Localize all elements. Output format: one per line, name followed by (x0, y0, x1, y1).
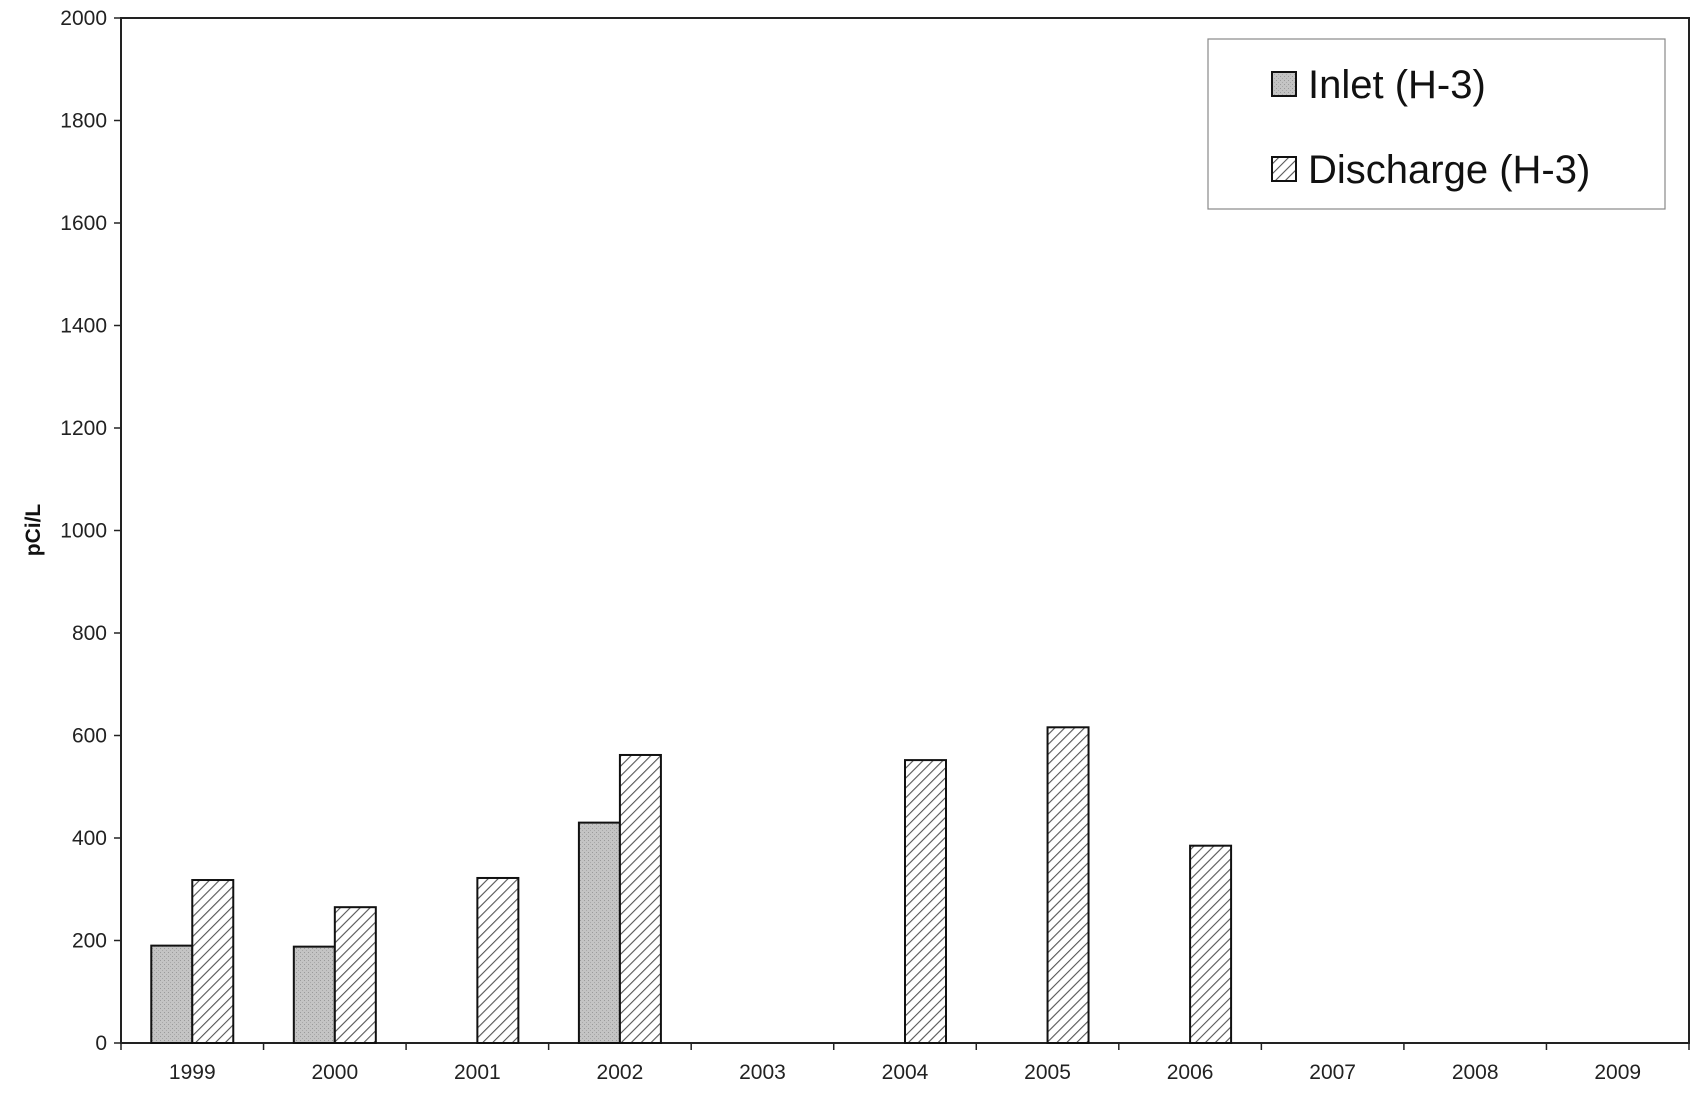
y-tick-label: 200 (72, 930, 107, 953)
y-tick-label: 0 (95, 1032, 107, 1055)
x-tick-label: 2008 (1452, 1061, 1499, 1084)
y-tick-label: 1600 (60, 212, 107, 235)
x-tick-label: 2007 (1309, 1061, 1356, 1084)
y-tick-label: 1000 (60, 520, 107, 543)
x-tick-label: 2003 (739, 1061, 786, 1084)
bar-discharge (476, 876, 520, 1044)
bar-discharge (618, 753, 662, 1044)
y-tick-label: 400 (72, 827, 107, 850)
bar-inlet (292, 945, 336, 1045)
legend-label-discharge: Discharge (H-3) (1308, 148, 1590, 192)
x-tick-label: 2001 (454, 1061, 501, 1084)
bar-inlet (577, 821, 621, 1044)
y-tick-label: 800 (72, 622, 107, 645)
legend: Inlet (H-3) Discharge (H-3) (1207, 38, 1666, 210)
legend-swatch-discharge (1271, 156, 1297, 182)
y-tick-label: 600 (72, 725, 107, 748)
y-tick-label: 1200 (60, 417, 107, 440)
x-axis: 1999 2000 2001 2002 2003 2004 2005 2006 2007 2008… (120, 1043, 1690, 1084)
bar-discharge (904, 759, 947, 1044)
legend-swatch-inlet (1271, 71, 1297, 97)
bar-inlet (150, 944, 194, 1044)
y-tick-label: 2000 (60, 7, 107, 30)
x-tick-label: 2005 (1024, 1061, 1071, 1084)
x-tick-label: 2004 (882, 1061, 929, 1084)
x-tick-label: 2006 (1167, 1061, 1214, 1084)
x-tick-label: 1999 (169, 1061, 216, 1084)
y-tick-label: 1800 (60, 110, 107, 133)
bar-discharge (1046, 726, 1090, 1044)
legend-label-inlet: Inlet (H-3) (1308, 63, 1486, 107)
y-tick-label: 1400 (60, 315, 107, 338)
bars (150, 726, 1233, 1045)
x-tick-label: 2002 (597, 1061, 644, 1084)
bar-discharge (333, 906, 377, 1044)
y-axis-title: pCi/L (22, 504, 45, 557)
y-axis: 0 200 400 600 800 1000 1200 1400 1600 1800 2000 (60, 7, 121, 1055)
x-tick-label: 2000 (311, 1061, 358, 1084)
bar-discharge (191, 879, 235, 1045)
bar-discharge (1189, 844, 1233, 1044)
x-tick-label: 2009 (1594, 1061, 1641, 1084)
